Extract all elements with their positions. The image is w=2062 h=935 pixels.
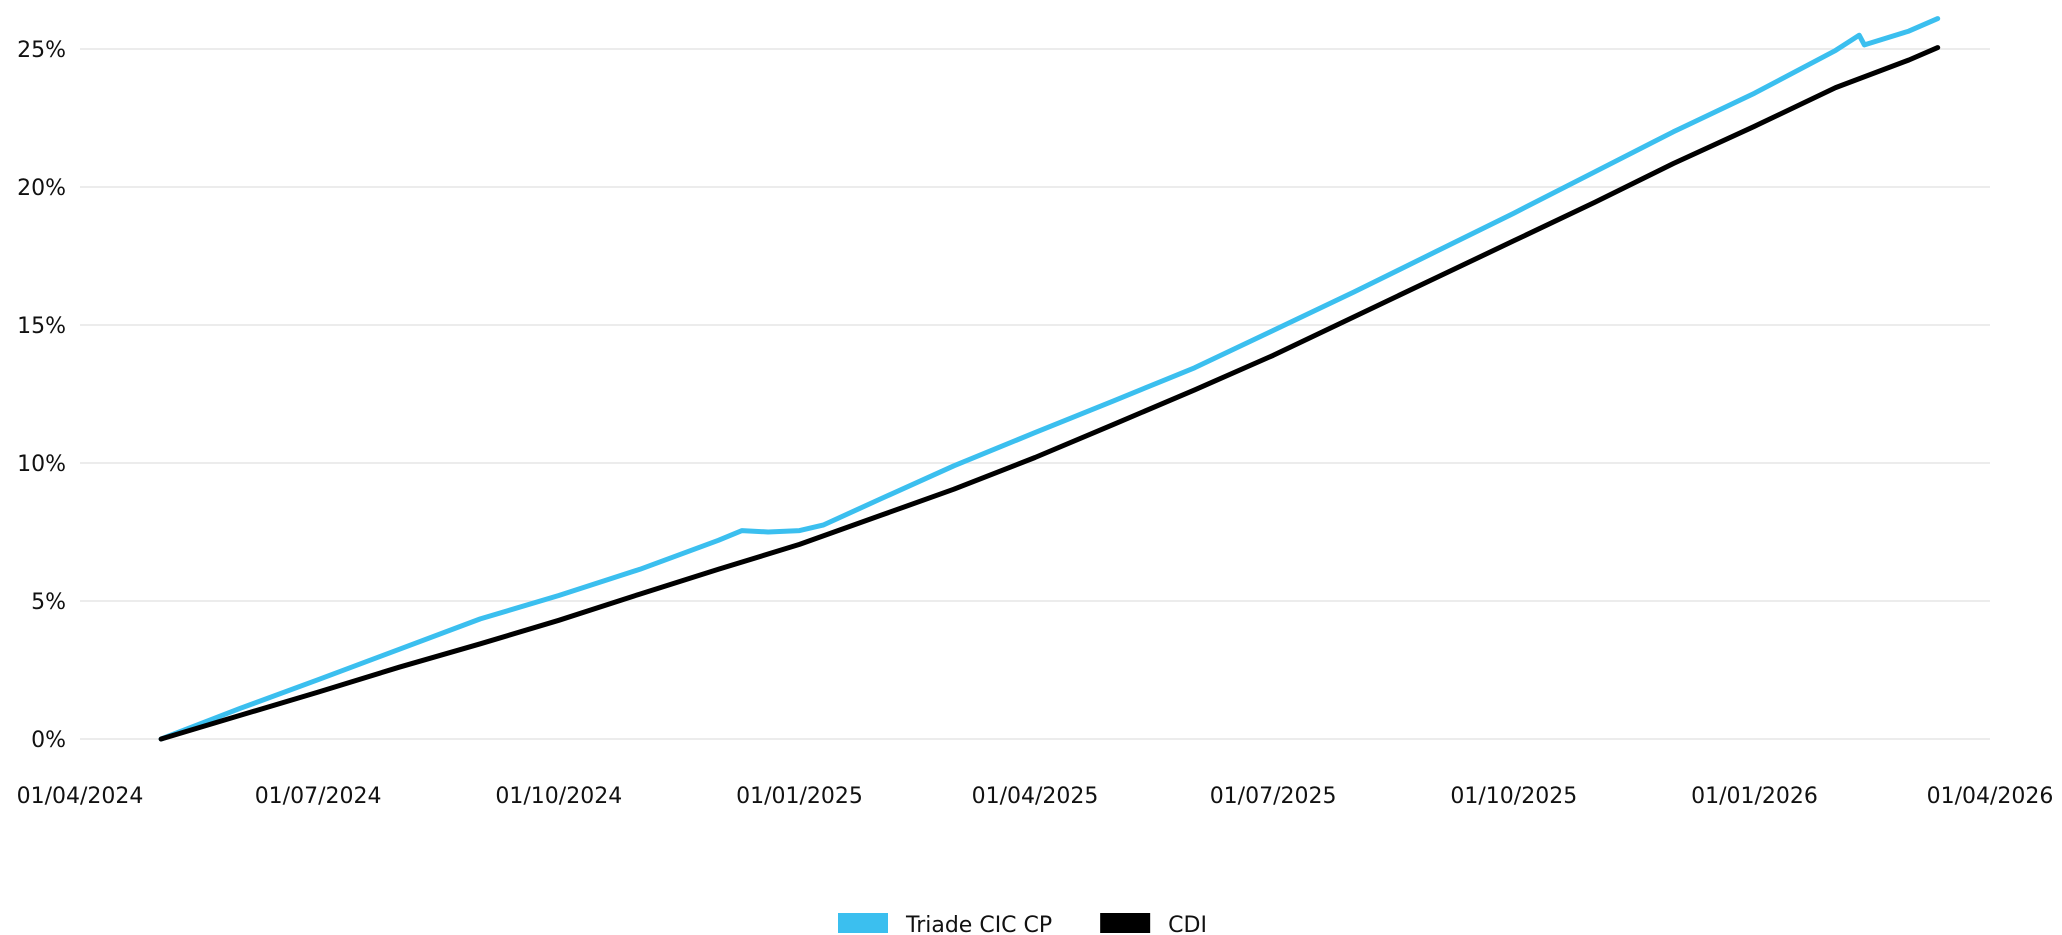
x-tick-label: 01/10/2025 <box>1450 784 1577 809</box>
x-tick-label: 01/04/2025 <box>972 784 1099 809</box>
legend-swatch-cdi <box>1100 913 1151 933</box>
y-tick-label: 25% <box>17 38 66 63</box>
x-tick-label: 01/07/2025 <box>1210 784 1337 809</box>
x-tick-label: 01/10/2024 <box>495 784 622 809</box>
y-tick-label: 0% <box>31 728 66 753</box>
legend-swatch-triade-cic-cp <box>838 913 888 933</box>
x-axis-ticks: 01/04/2024 01/07/2024 01/10/2024 01/01/2025… <box>17 784 2054 809</box>
series-line-triade-cic-cp <box>158 16 1941 742</box>
grid-lines <box>80 48 1990 740</box>
y-axis-ticks: 0% 5% 10% 15% 20% 25% <box>17 38 66 753</box>
series-lines <box>158 16 1941 742</box>
x-tick-label: 01/01/2026 <box>1691 784 1818 809</box>
legend: Triade CIC CP CDI <box>838 913 1207 935</box>
x-tick-label: 01/01/2025 <box>736 784 863 809</box>
y-tick-label: 10% <box>17 452 66 477</box>
legend-label-triade-cic-cp: Triade CIC CP <box>905 913 1052 935</box>
y-tick-label: 15% <box>17 314 66 339</box>
legend-label-cdi: CDI <box>1168 913 1207 935</box>
y-tick-label: 20% <box>17 176 66 201</box>
x-tick-label: 01/04/2024 <box>17 784 144 809</box>
series-line-cdi <box>158 45 1941 742</box>
y-tick-label: 5% <box>31 590 66 615</box>
x-tick-label: 01/07/2024 <box>255 784 382 809</box>
x-tick-label: 01/04/2026 <box>1927 784 2054 809</box>
